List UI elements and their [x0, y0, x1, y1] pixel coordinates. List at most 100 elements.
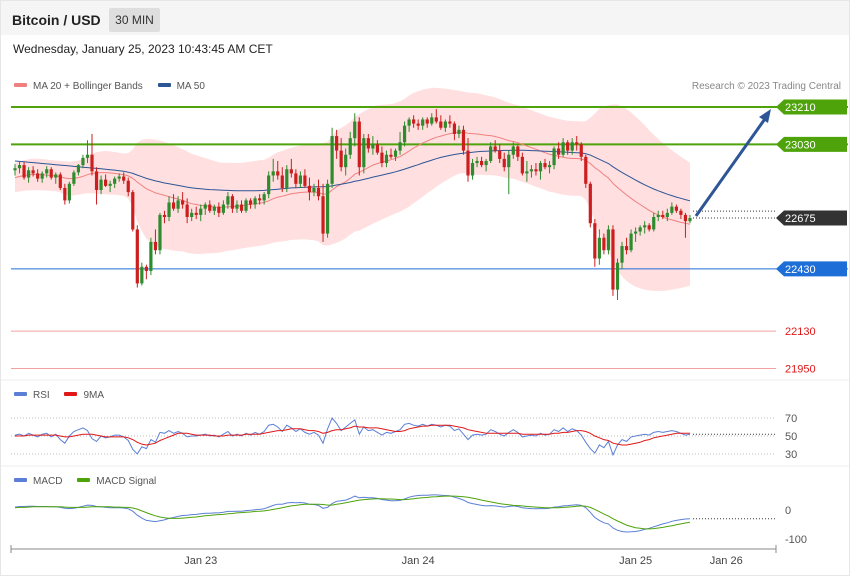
- candle: [294, 169, 298, 188]
- candle-body: [217, 206, 221, 213]
- candle: [380, 146, 384, 168]
- forecast-arrow-head: [759, 109, 771, 123]
- candle-body: [674, 206, 678, 211]
- timeframe-button[interactable]: 30 MIN: [109, 8, 160, 32]
- x-axis-label: Jan 23: [184, 555, 217, 567]
- candle-body: [357, 121, 361, 168]
- candle-body: [557, 148, 561, 155]
- candle-body: [588, 183, 592, 224]
- candle: [624, 237, 629, 255]
- candle: [167, 196, 171, 222]
- candle: [49, 167, 53, 180]
- ma20-legend-label: MA 20 + Bollinger Bands: [33, 81, 143, 92]
- candle: [448, 115, 452, 128]
- candle-body: [153, 241, 158, 251]
- main-legend: MA 20 + Bollinger Bands MA 50: [14, 81, 205, 92]
- candle: [412, 115, 416, 128]
- candle: [230, 194, 235, 213]
- candle-body: [248, 200, 253, 205]
- x-axis-label: Jan 25: [619, 555, 652, 567]
- candle-body: [602, 237, 606, 251]
- candle: [339, 138, 343, 172]
- candle: [131, 190, 135, 232]
- x-axis-label: Jan 26: [710, 555, 743, 567]
- candle-body: [181, 200, 185, 205]
- candle: [443, 119, 447, 132]
- candle-body: [371, 144, 375, 149]
- candle-body: [63, 187, 67, 201]
- candle-body: [203, 204, 207, 209]
- candle-body: [348, 138, 352, 155]
- candle: [81, 154, 85, 169]
- candle-body: [430, 117, 434, 124]
- candle-body: [126, 180, 130, 193]
- candle: [122, 172, 126, 184]
- candle: [384, 150, 389, 168]
- candle-body: [520, 156, 524, 174]
- candle-body: [552, 148, 556, 166]
- candle: [31, 166, 35, 177]
- candle-body: [575, 142, 579, 145]
- candle: [457, 125, 461, 139]
- candle: [661, 210, 665, 220]
- candle-body: [235, 204, 239, 209]
- candle: [634, 227, 638, 242]
- candle-body: [543, 163, 547, 168]
- rsi-axis-label: 70: [785, 413, 797, 425]
- candle-body: [439, 121, 443, 128]
- candle: [13, 164, 17, 176]
- candle-body: [566, 142, 570, 151]
- candle: [171, 194, 176, 211]
- candle: [22, 161, 26, 180]
- candle: [63, 183, 67, 205]
- candle-body: [17, 165, 22, 169]
- rsi-ma-line: [15, 424, 690, 446]
- candle: [575, 136, 579, 151]
- candle-body: [162, 214, 167, 217]
- candle-body: [307, 185, 312, 193]
- candle-body: [289, 169, 293, 174]
- candle-body: [45, 169, 49, 174]
- ma20-legend-swatch: [14, 83, 27, 88]
- candle: [507, 150, 511, 195]
- candle: [593, 219, 597, 267]
- macd-signal-legend-label: MACD Signal: [96, 476, 157, 487]
- candle: [149, 237, 153, 276]
- candle-body: [108, 183, 112, 186]
- candle: [489, 142, 493, 164]
- macd-axis-label: 0: [785, 505, 791, 517]
- candle: [17, 160, 22, 174]
- candle-body: [457, 129, 461, 134]
- candle: [185, 198, 189, 224]
- candle-body: [144, 266, 148, 271]
- candle-body: [262, 194, 266, 201]
- candle: [561, 138, 565, 157]
- candle-body: [267, 175, 271, 195]
- candle: [158, 212, 162, 255]
- rsi-legend-label: RSI: [33, 390, 50, 401]
- chart-title: Bitcoin / USD: [12, 12, 101, 28]
- macd-legend-swatch: [14, 478, 27, 483]
- candle: [430, 113, 434, 126]
- candle-body: [285, 169, 289, 188]
- candle: [54, 172, 58, 184]
- candle-body: [185, 204, 189, 217]
- macd-signal-line: [14, 495, 691, 530]
- candle: [611, 225, 615, 296]
- candle: [393, 148, 398, 161]
- candle: [190, 208, 194, 222]
- candle: [353, 113, 357, 147]
- candle-body: [244, 200, 248, 211]
- candle-body: [208, 204, 212, 211]
- rsi-ma-legend-swatch: [64, 392, 78, 397]
- candle: [461, 125, 466, 155]
- level-label: 22130: [785, 326, 816, 338]
- candle-body: [199, 208, 203, 215]
- candle-body: [656, 214, 660, 217]
- candle: [244, 198, 248, 213]
- candle-body: [36, 173, 40, 179]
- candle: [85, 140, 90, 164]
- candle-body: [502, 158, 506, 168]
- candle: [58, 172, 62, 191]
- candle: [452, 121, 457, 141]
